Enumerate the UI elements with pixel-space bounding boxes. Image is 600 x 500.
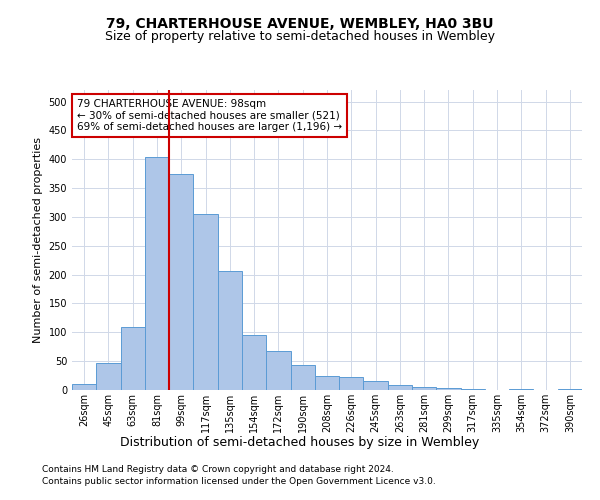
Bar [315,376,339,390]
Bar [266,351,290,390]
Bar [145,157,169,390]
Bar [558,389,582,390]
Y-axis label: Number of semi-detached properties: Number of semi-detached properties [33,137,43,343]
Text: Contains public sector information licensed under the Open Government Licence v3: Contains public sector information licen… [42,476,436,486]
Bar [121,326,145,390]
Bar [218,270,242,390]
Text: 79 CHARTERHOUSE AVENUE: 98sqm
← 30% of semi-detached houses are smaller (521)
69: 79 CHARTERHOUSE AVENUE: 98sqm ← 30% of s… [77,99,342,132]
Bar [193,214,218,390]
Bar [290,365,315,390]
Bar [242,335,266,390]
Bar [436,388,461,390]
Bar [388,385,412,390]
Bar [72,384,96,390]
Text: Distribution of semi-detached houses by size in Wembley: Distribution of semi-detached houses by … [121,436,479,449]
Bar [364,382,388,390]
Text: 79, CHARTERHOUSE AVENUE, WEMBLEY, HA0 3BU: 79, CHARTERHOUSE AVENUE, WEMBLEY, HA0 3B… [106,18,494,32]
Bar [96,363,121,390]
Text: Contains HM Land Registry data © Crown copyright and database right 2024.: Contains HM Land Registry data © Crown c… [42,466,394,474]
Bar [169,174,193,390]
Bar [339,376,364,390]
Bar [412,387,436,390]
Text: Size of property relative to semi-detached houses in Wembley: Size of property relative to semi-detach… [105,30,495,43]
